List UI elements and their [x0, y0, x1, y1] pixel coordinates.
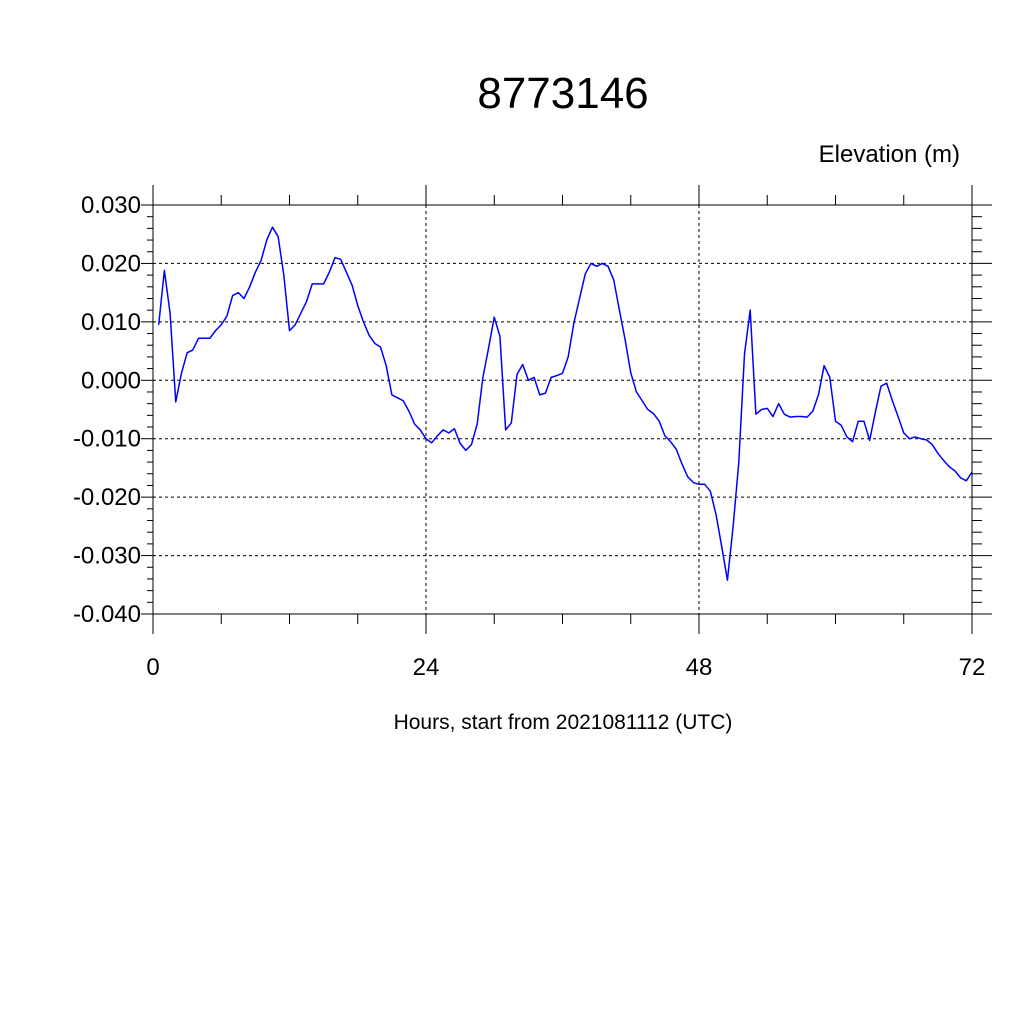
x-tick-label: 0 — [146, 654, 159, 681]
grid — [152, 204, 973, 615]
x-tick-label: 24 — [413, 654, 440, 681]
axis-ticks — [141, 185, 992, 634]
y-tick-label: 0.010 — [81, 309, 141, 336]
y-tick-label: -0.040 — [73, 601, 141, 628]
y-tick-label: 0.020 — [81, 250, 141, 277]
x-tick-labels: 0 24 48 72 — [146, 654, 985, 681]
units-label: Elevation (m) — [819, 141, 960, 168]
x-tick-label: 48 — [686, 654, 713, 681]
chart-title: 8773146 — [477, 69, 648, 118]
y-tick-labels: 0.030 0.020 0.010 0.000 -0.010 -0.020 -0.030 -0… — [73, 192, 141, 628]
y-tick-label: 0.000 — [81, 367, 141, 394]
y-tick-label: -0.010 — [73, 426, 141, 453]
y-tick-label: -0.030 — [73, 543, 141, 570]
plot-frame — [152, 204, 973, 615]
x-axis-label: Hours, start from 2021081112 (UTC) — [394, 711, 733, 734]
series-line-0 — [157, 226, 973, 581]
x-tick-label: 72 — [959, 654, 986, 681]
series-layer — [157, 226, 973, 581]
y-tick-label: -0.020 — [73, 484, 141, 511]
y-tick-label: 0.030 — [81, 192, 141, 219]
